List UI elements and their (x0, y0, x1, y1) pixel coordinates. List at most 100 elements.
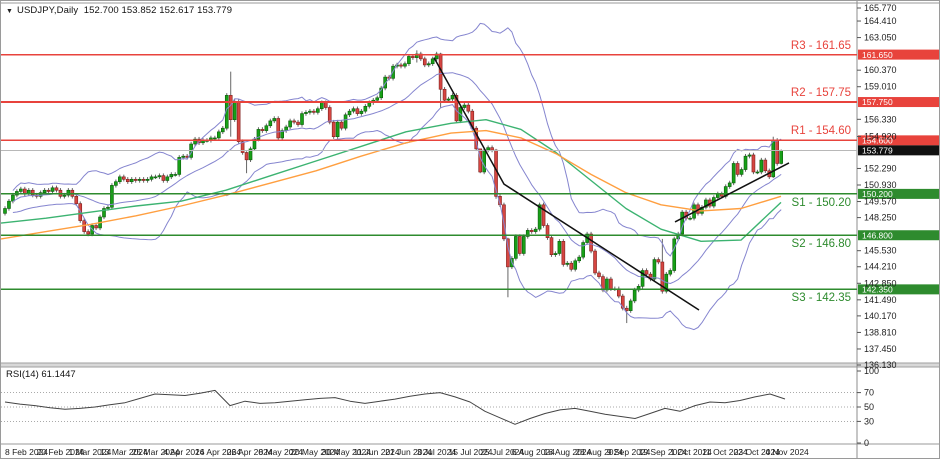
candle-body (137, 178, 142, 181)
date-tick-label: 20 Feb 2024 (37, 447, 85, 457)
candle-body (411, 56, 415, 58)
candle-body (355, 108, 360, 114)
candle-body (490, 147, 494, 151)
candle-body (157, 175, 162, 178)
candle-body (727, 182, 732, 187)
panel-separator (1, 363, 939, 367)
level-badge-s2 (858, 230, 939, 241)
candle-body (581, 242, 585, 258)
price-axis-strip[interactable] (857, 1, 940, 444)
current-price-badge (858, 145, 939, 156)
date-axis-strip[interactable] (1, 445, 940, 459)
date-tick-label: 30 May 2024 (322, 447, 371, 457)
candle-body (260, 129, 265, 131)
symbol-timeframe-label: USDJPY,Daily (17, 5, 79, 16)
price-tick-label: 165.770 (864, 3, 897, 13)
candle-body (486, 147, 490, 151)
candle-body (359, 110, 364, 114)
candle-body (482, 149, 486, 173)
price-tick-label: 148.250 (864, 213, 897, 223)
candle-body (446, 98, 451, 101)
rsi-tick-label: 100 (864, 366, 879, 376)
date-tick-label: 21 Jun 2024 (385, 447, 432, 457)
candle-body (759, 159, 764, 173)
candle-body (122, 176, 126, 180)
candle-body (739, 169, 744, 175)
candle-body (514, 236, 518, 259)
candle-body (221, 127, 225, 133)
level-badge-r2 (858, 97, 939, 108)
candle-body (240, 141, 245, 153)
date-tick-label: 16 Aug 2024 (544, 447, 592, 457)
candle-body (94, 225, 98, 229)
candle-body (565, 262, 570, 265)
price-tick-label: 156.330 (864, 114, 897, 124)
date-tick-label: 9 Sep 2024 (607, 447, 651, 457)
candle-body (620, 295, 625, 309)
level-badge-s3 (858, 284, 939, 295)
price-tick-label: 144.210 (864, 262, 897, 272)
date-tick-label: 3 Jul 2024 (417, 447, 456, 457)
candle-body (624, 307, 629, 311)
moving-average-fast (1, 118, 782, 243)
candle-body (652, 259, 657, 280)
candle-body (660, 261, 665, 292)
candle-body (537, 204, 542, 230)
candle-body (102, 208, 106, 218)
candle-body (316, 108, 320, 113)
date-tick-label: 4 Nov 2024 (765, 447, 809, 457)
trendline-ascending (674, 162, 790, 223)
candle-body (78, 203, 83, 221)
candle-body (533, 228, 538, 232)
candle-body (628, 300, 633, 311)
candle-body (11, 194, 15, 202)
candle-body (62, 194, 67, 197)
candle-body (688, 217, 692, 220)
candle-body (517, 236, 522, 254)
candle-body (351, 108, 356, 112)
candle-body (763, 159, 768, 172)
candle-body (561, 241, 566, 265)
level-badge-text-s1: 150.200 (862, 189, 893, 199)
candle-body (228, 95, 233, 120)
candle-body (632, 289, 637, 302)
price-tick-label: 136.130 (864, 360, 897, 370)
date-tick-label: 6 Aug 2024 (512, 447, 555, 457)
price-tick-label: 159.010 (864, 82, 897, 92)
candle-body (593, 250, 597, 274)
candle-body (589, 233, 593, 252)
candle-body (193, 138, 197, 145)
candle-body (644, 270, 649, 275)
rsi-tick-label: 50 (864, 402, 874, 412)
price-tick-label: 154.920 (864, 131, 897, 141)
price-tick-label: 164.410 (864, 16, 897, 26)
candle-body (327, 107, 332, 123)
candle-body (525, 230, 530, 237)
candle-body (347, 110, 352, 116)
candle-body (775, 140, 780, 164)
candle-body (46, 189, 51, 192)
level-label-r2: R2 - 157.75 (790, 87, 851, 100)
symbol-dropdown-icon[interactable]: ▼ (6, 8, 14, 15)
price-tick-label: 140.170 (864, 311, 897, 321)
candle-body (430, 58, 435, 65)
candle-body (54, 187, 59, 191)
candle-body (177, 157, 182, 175)
rsi-tick-label: 70 (864, 388, 874, 398)
candle-body (173, 174, 178, 176)
candle-body (466, 104, 471, 112)
date-tick-label: 26 Apr 2024 (227, 447, 273, 457)
candle-body (74, 196, 79, 204)
candle-body (153, 176, 158, 179)
ohlc-values: 152.700 153.852 152.617 153.779 (83, 5, 233, 16)
candle-body (7, 200, 11, 209)
candle-body (731, 163, 736, 184)
candle-body (557, 241, 562, 254)
candle-body (280, 130, 285, 139)
candle-body (521, 236, 526, 254)
candle-body (343, 114, 348, 129)
level-label-s2: S2 - 146.80 (791, 238, 851, 251)
price-tick-label: 142.850 (864, 278, 897, 288)
candle-body (268, 120, 273, 127)
